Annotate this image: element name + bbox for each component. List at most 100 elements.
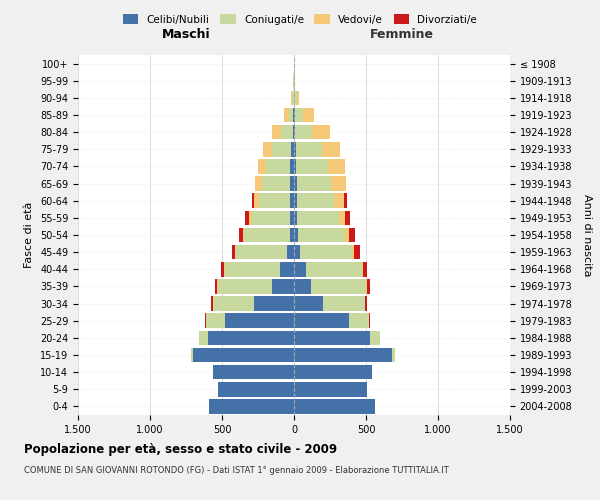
Bar <box>295 108 302 122</box>
Bar <box>334 194 344 208</box>
Bar <box>352 245 354 260</box>
Bar <box>296 176 331 191</box>
Bar <box>365 296 367 311</box>
Bar <box>255 176 262 191</box>
Bar <box>294 382 367 396</box>
Bar <box>294 125 295 140</box>
Bar <box>294 348 392 362</box>
Bar <box>193 348 294 362</box>
Bar <box>254 194 259 208</box>
Bar <box>289 108 293 122</box>
Bar <box>302 108 314 122</box>
Bar <box>323 296 365 311</box>
Bar <box>205 314 206 328</box>
Bar <box>295 125 313 140</box>
Bar <box>258 159 266 174</box>
Bar <box>294 194 297 208</box>
Bar <box>281 125 293 140</box>
Bar <box>287 245 294 260</box>
Bar <box>294 399 374 413</box>
Bar <box>294 108 295 122</box>
Bar <box>339 210 346 225</box>
Bar <box>209 399 294 413</box>
Bar <box>225 314 294 328</box>
Bar <box>294 296 323 311</box>
Bar <box>349 228 355 242</box>
Bar <box>242 228 244 242</box>
Bar <box>251 210 290 225</box>
Bar <box>290 210 294 225</box>
Bar <box>262 176 290 191</box>
Bar <box>244 228 290 242</box>
Bar <box>235 245 236 260</box>
Bar <box>221 262 224 276</box>
Bar <box>291 142 294 156</box>
Bar <box>245 210 248 225</box>
Bar <box>214 365 294 380</box>
Text: Maschi: Maschi <box>161 28 211 42</box>
Bar <box>248 210 251 225</box>
Bar <box>259 194 290 208</box>
Bar <box>294 314 349 328</box>
Bar <box>280 262 294 276</box>
Bar <box>215 279 217 293</box>
Bar <box>363 262 367 276</box>
Bar <box>297 194 334 208</box>
Bar <box>291 90 292 105</box>
Bar <box>294 365 372 380</box>
Bar <box>392 348 395 362</box>
Bar <box>366 279 367 293</box>
Bar <box>362 262 363 276</box>
Bar <box>263 142 272 156</box>
Bar <box>296 142 322 156</box>
Bar <box>322 142 340 156</box>
Bar <box>254 296 294 311</box>
Bar <box>206 314 225 328</box>
Y-axis label: Anni di nascita: Anni di nascita <box>582 194 592 276</box>
Bar <box>293 125 294 140</box>
Bar <box>313 125 330 140</box>
Bar <box>294 159 296 174</box>
Bar <box>296 90 299 105</box>
Bar <box>311 279 366 293</box>
Bar <box>328 159 345 174</box>
Bar <box>218 382 294 396</box>
Bar <box>294 228 298 242</box>
Bar <box>294 142 296 156</box>
Bar <box>292 90 293 105</box>
Bar <box>346 210 350 225</box>
Bar <box>370 330 380 345</box>
Bar <box>290 159 294 174</box>
Bar <box>297 210 339 225</box>
Bar <box>294 330 370 345</box>
Text: Femmine: Femmine <box>370 28 434 42</box>
Bar <box>294 176 296 191</box>
Bar <box>345 228 349 242</box>
Bar <box>272 142 291 156</box>
Bar <box>294 210 297 225</box>
Bar <box>305 262 362 276</box>
Bar <box>218 279 272 293</box>
Bar <box>290 176 294 191</box>
Bar <box>296 159 328 174</box>
Bar <box>224 262 225 276</box>
Bar <box>211 296 213 311</box>
Bar <box>294 262 305 276</box>
Bar <box>214 296 254 311</box>
Bar <box>191 348 193 362</box>
Bar <box>232 245 235 260</box>
Bar <box>298 228 345 242</box>
Bar <box>199 330 208 345</box>
Bar <box>293 108 294 122</box>
Bar <box>344 194 347 208</box>
Text: COMUNE DI SAN GIOVANNI ROTONDO (FG) - Dati ISTAT 1° gennaio 2009 - Elaborazione : COMUNE DI SAN GIOVANNI ROTONDO (FG) - Da… <box>24 466 449 475</box>
Bar <box>225 262 280 276</box>
Bar <box>331 176 346 191</box>
Bar <box>295 90 296 105</box>
Bar <box>272 125 281 140</box>
Bar <box>349 314 369 328</box>
Bar <box>294 279 311 293</box>
Bar <box>266 159 290 174</box>
Bar <box>272 279 294 293</box>
Bar <box>294 245 300 260</box>
